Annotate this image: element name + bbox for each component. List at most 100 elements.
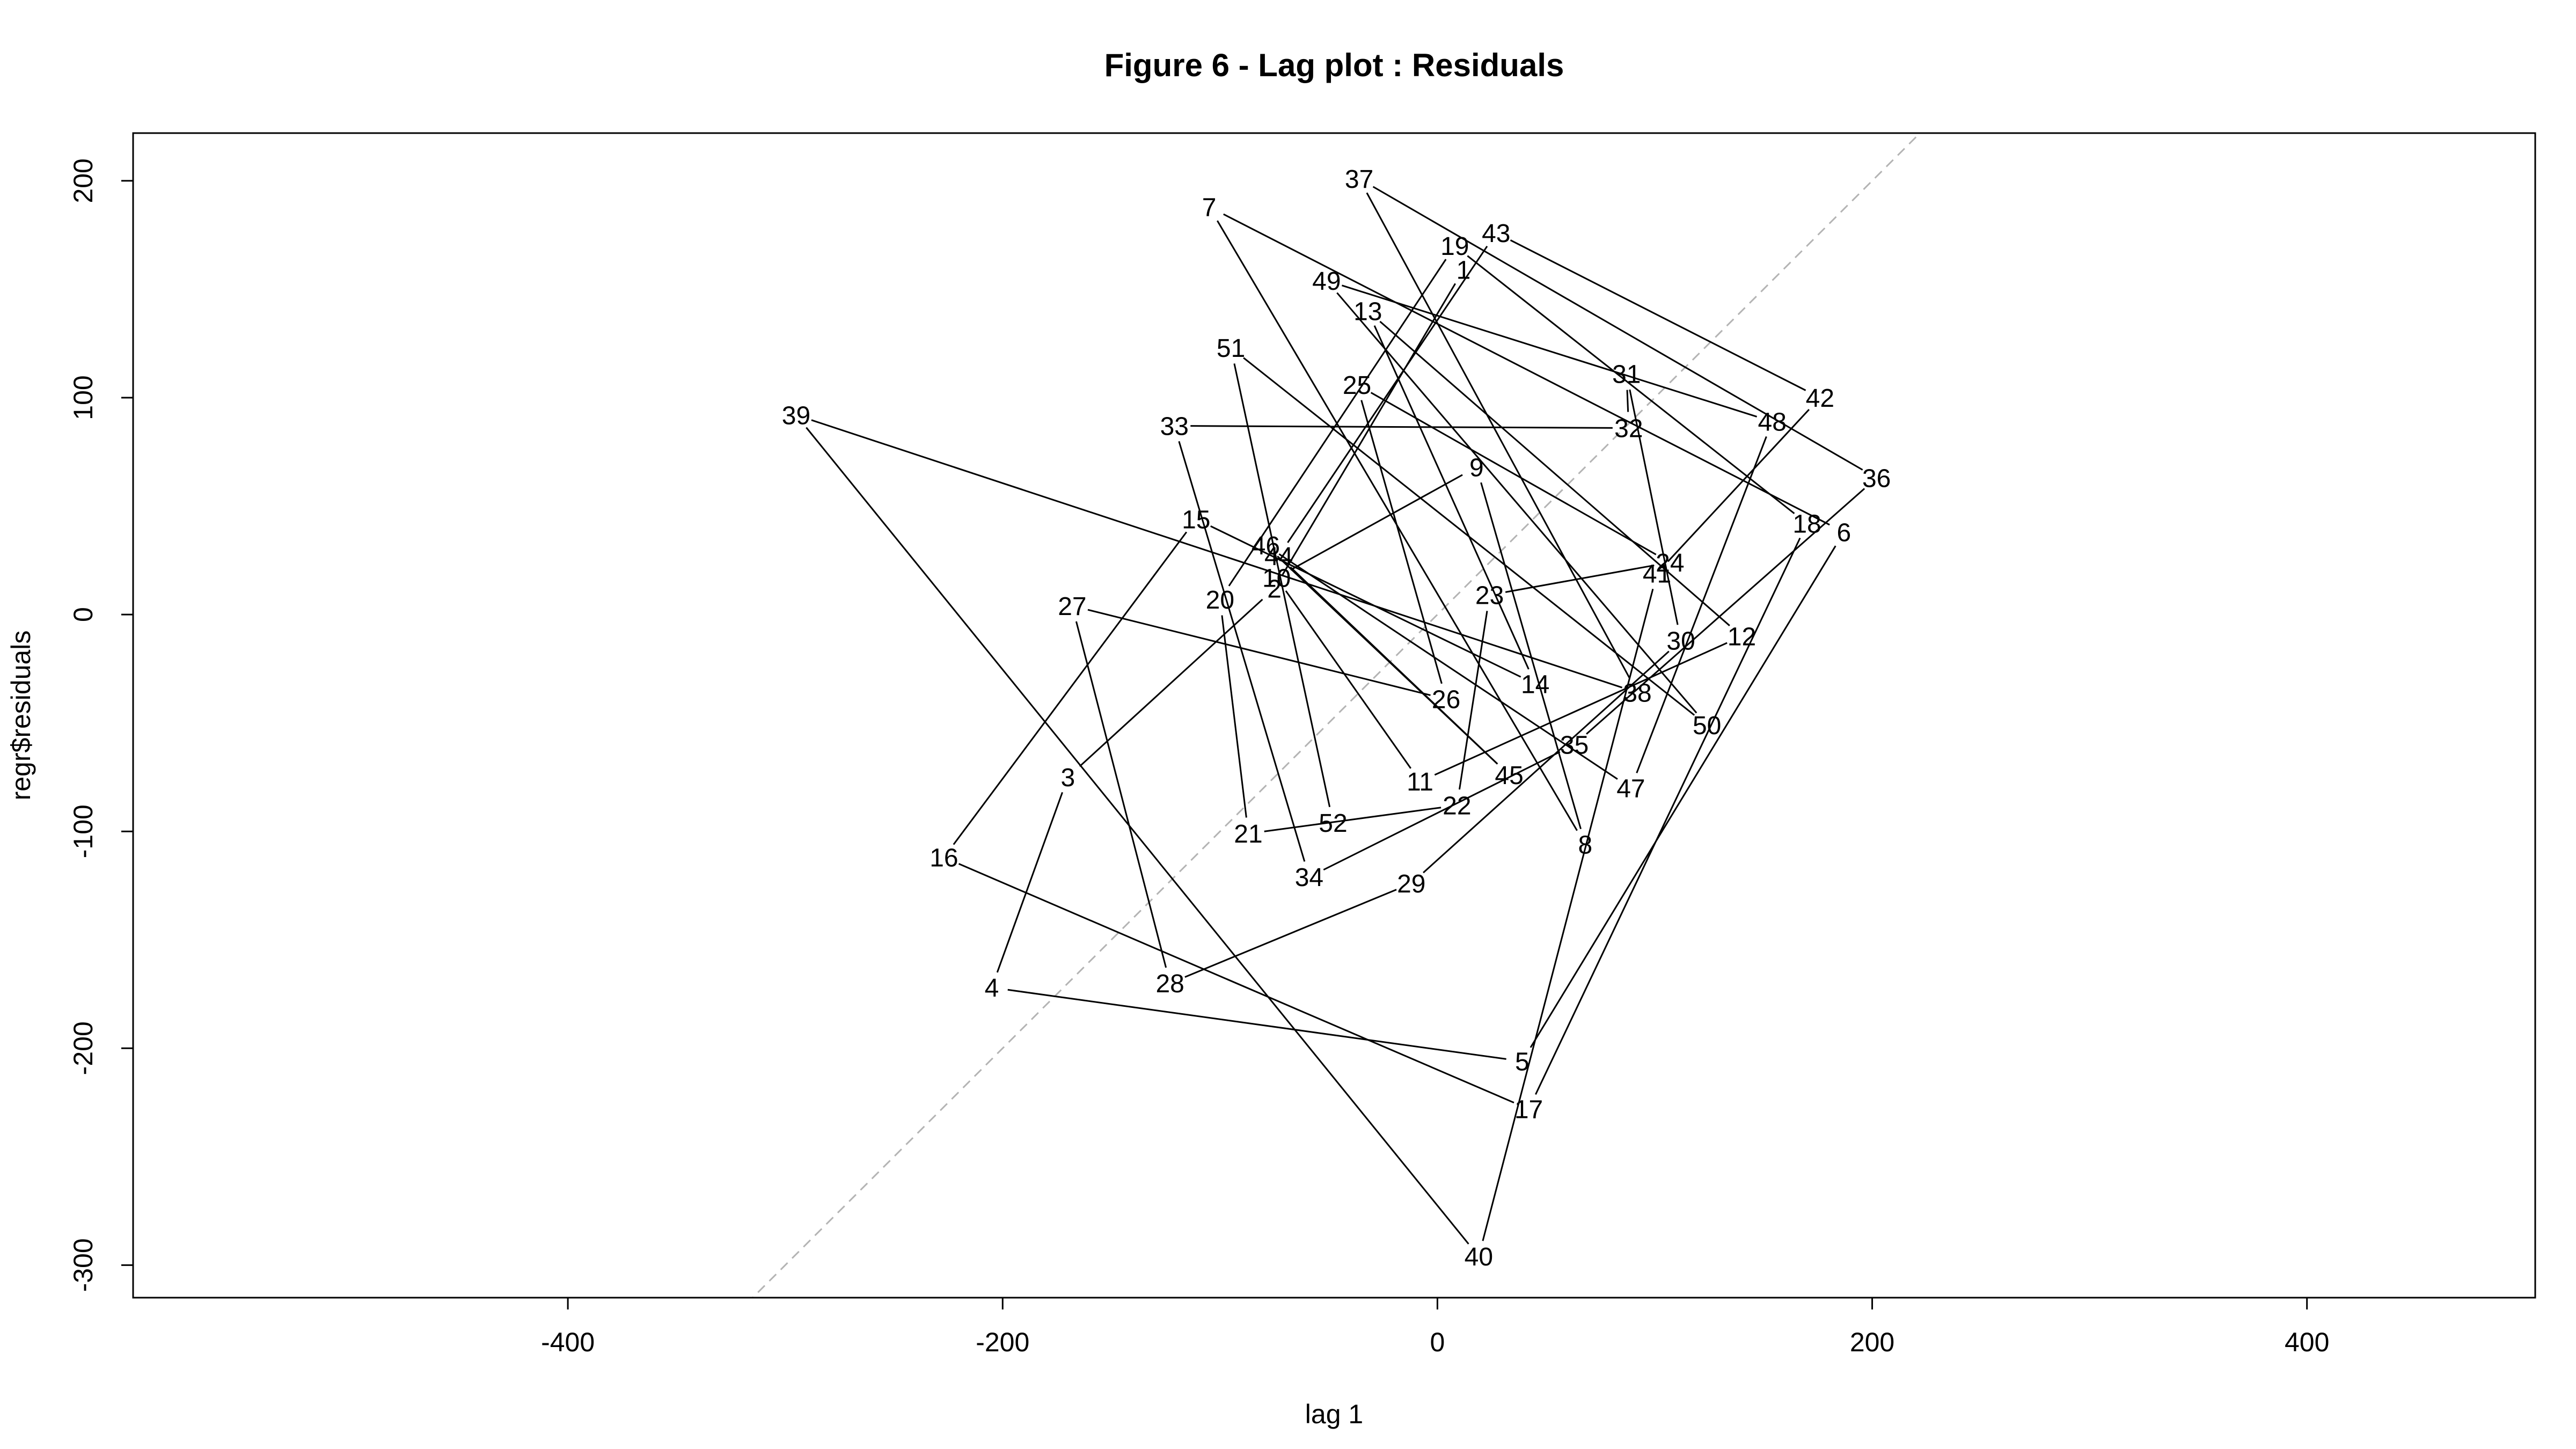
point-label: 1 — [1457, 257, 1471, 285]
point-label: 31 — [1612, 361, 1641, 389]
lag-segment — [1423, 650, 1670, 874]
point-label: 24 — [1656, 549, 1684, 577]
lag-segment — [1075, 621, 1167, 968]
lag-segment — [1233, 363, 1331, 808]
lag-segment — [806, 427, 1469, 1245]
point-label: 17 — [1514, 1095, 1543, 1124]
lag-segment — [811, 419, 1623, 689]
point-label: 35 — [1560, 731, 1589, 760]
point-label: 3 — [1060, 764, 1075, 792]
y-tick-label: -200 — [68, 1021, 98, 1075]
lag-segment — [1243, 357, 1695, 716]
x-tick-label: -200 — [976, 1327, 1029, 1357]
lag-segment — [1373, 325, 1529, 670]
point-label: 49 — [1312, 267, 1341, 296]
point-label: 28 — [1155, 970, 1184, 998]
point-label: 9 — [1469, 453, 1484, 482]
point-label: 8 — [1578, 831, 1593, 859]
lag-segment — [1626, 390, 1629, 412]
point-label: 13 — [1353, 297, 1382, 326]
point-label: 29 — [1397, 870, 1425, 898]
point-label: 18 — [1792, 510, 1821, 538]
lag-segment — [958, 863, 1514, 1103]
point-label: 48 — [1758, 408, 1787, 436]
connecting-lines — [806, 186, 1865, 1245]
plot-frame — [132, 132, 2536, 1299]
point-label: 14 — [1521, 670, 1549, 699]
point-label: 16 — [930, 844, 958, 873]
point-label: 27 — [1058, 592, 1086, 621]
point-label: 12 — [1728, 623, 1756, 652]
lag-segment — [1287, 245, 1488, 543]
point-label: 39 — [782, 401, 810, 430]
lag-segment — [1667, 408, 1810, 562]
x-tick-label: -400 — [541, 1327, 595, 1357]
lag-segment — [1007, 989, 1506, 1060]
lag-segment — [1264, 807, 1441, 832]
lag-segment — [1510, 239, 1806, 391]
lag-segment — [1636, 436, 1767, 773]
point-label: 15 — [1182, 506, 1210, 534]
lag-segment — [1482, 588, 1654, 1241]
x-axis: -400 -200 0 200 400 — [541, 1298, 2329, 1357]
point-label: 25 — [1343, 371, 1371, 400]
point-label: 10 — [1262, 564, 1291, 592]
point-label: 4 — [985, 974, 999, 1002]
lag-segment — [1277, 555, 1498, 765]
point-label: 33 — [1160, 413, 1189, 441]
x-tick-label: 0 — [1430, 1327, 1445, 1357]
point-label: 34 — [1295, 863, 1323, 892]
lag-segment — [1221, 615, 1247, 818]
y-axis-label: regr$residuals — [6, 631, 36, 801]
reference-diagonal — [751, 133, 1921, 1298]
lag-segment — [1505, 564, 1655, 593]
lag-segment — [1336, 292, 1697, 714]
x-axis-label: lag 1 — [1305, 1399, 1363, 1429]
lag-segment — [1290, 474, 1463, 571]
lag-segment — [953, 531, 1188, 845]
point-label: 51 — [1217, 334, 1245, 363]
y-tick-label: -300 — [68, 1238, 98, 1292]
y-axis: -300 -200 -100 0 100 200 — [68, 158, 133, 1292]
point-label: 44 — [1264, 543, 1293, 571]
point-label: 32 — [1614, 415, 1643, 443]
point-label: 43 — [1482, 219, 1510, 248]
point-label: 40 — [1465, 1243, 1493, 1271]
y-tick-label: 100 — [68, 375, 98, 420]
point-label: 47 — [1616, 774, 1645, 803]
point-label: 42 — [1806, 384, 1834, 413]
point-label: 37 — [1345, 165, 1373, 194]
x-tick-label: 200 — [1850, 1327, 1894, 1357]
point-label: 22 — [1443, 792, 1471, 821]
point-label: 21 — [1234, 820, 1262, 848]
lag-segment — [1184, 889, 1397, 978]
y-tick-label: 0 — [68, 607, 98, 622]
point-label: 20 — [1206, 586, 1234, 614]
point-label: 41 — [1643, 560, 1671, 588]
point-label: 6 — [1837, 519, 1851, 547]
lag-segment — [1360, 400, 1443, 684]
point-label: 5 — [1515, 1048, 1529, 1077]
lag-segment — [1379, 320, 1730, 626]
lag-segment — [1366, 192, 1631, 679]
lag-segment — [1535, 537, 1801, 1095]
point-label: 11 — [1407, 768, 1433, 796]
point-label: 50 — [1693, 712, 1721, 740]
point-label: 19 — [1440, 232, 1469, 261]
point-label: 26 — [1432, 686, 1460, 714]
lag-segment — [1223, 213, 1830, 526]
point-labels: 1234567891011121314151617181920212223242… — [782, 165, 1891, 1271]
lag-segment — [1210, 525, 1521, 678]
lag-segment — [996, 792, 1063, 973]
lag-segment — [1480, 482, 1582, 830]
chart-title: Figure 6 - Lag plot : Residuals — [1104, 47, 1564, 83]
x-tick-label: 400 — [2285, 1327, 2329, 1357]
lag-segment — [1529, 545, 1836, 1048]
lag-segment — [1285, 590, 1411, 769]
lag-segment — [1190, 425, 1613, 429]
point-label: 30 — [1666, 627, 1695, 656]
point-label: 52 — [1319, 809, 1347, 838]
point-label: 2 — [1267, 575, 1282, 604]
lag-segment — [1178, 441, 1306, 862]
